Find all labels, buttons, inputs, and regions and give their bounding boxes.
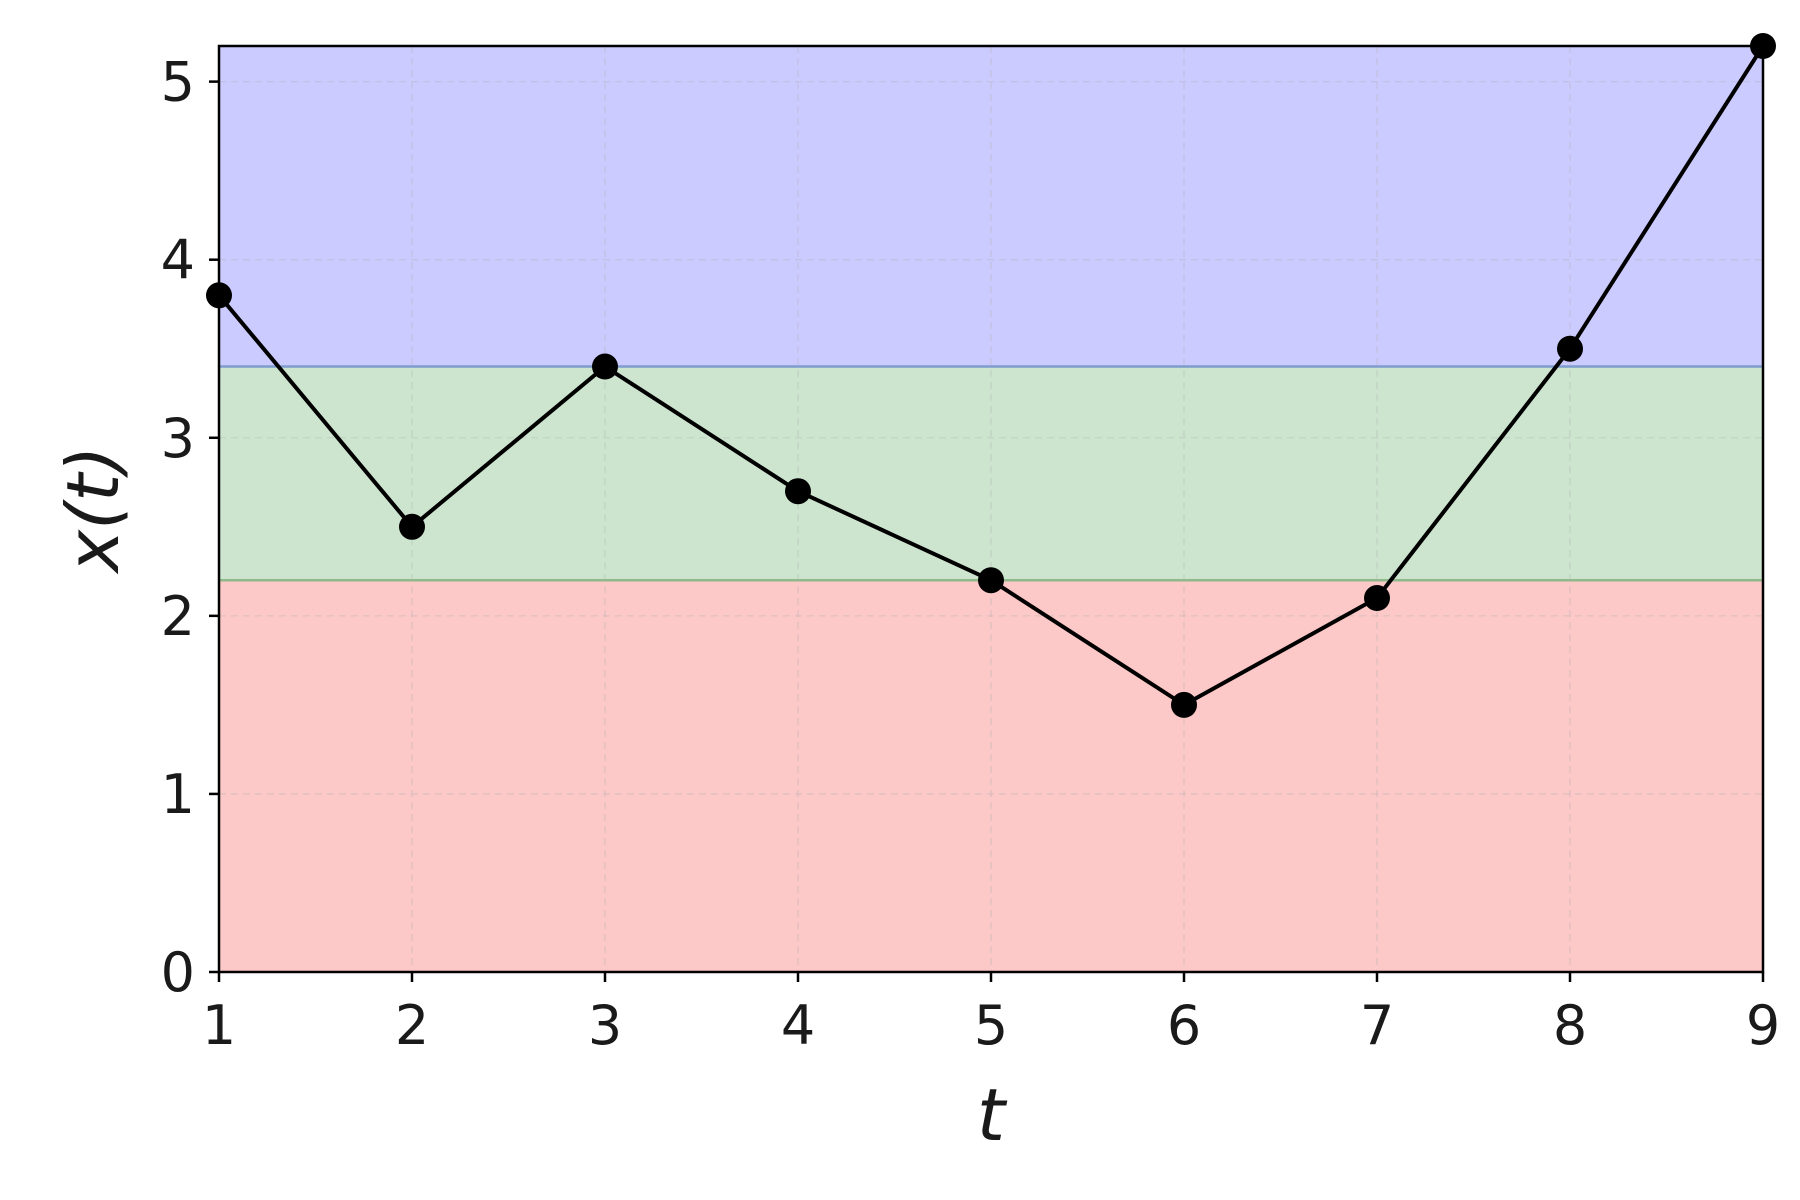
x-tick-label: 7 xyxy=(1360,994,1394,1057)
data-point xyxy=(1557,335,1583,362)
y-tick-label: 0 xyxy=(161,941,195,1004)
x-tick-label: 1 xyxy=(202,994,236,1057)
x-axis-label: t xyxy=(977,1073,1008,1157)
x-tick-label: 8 xyxy=(1553,994,1587,1057)
band-0 xyxy=(219,580,1763,972)
background-bands xyxy=(219,46,1763,972)
band-2 xyxy=(219,46,1763,367)
series-group xyxy=(206,33,1776,718)
y-tick-label: 3 xyxy=(161,407,195,470)
y-axis-label: x(t) xyxy=(51,445,135,574)
y-tick-label: 5 xyxy=(161,51,195,114)
y-tick-label: 4 xyxy=(161,229,195,292)
data-point xyxy=(785,478,811,505)
x-tick-label: 2 xyxy=(395,994,429,1057)
x-tick-label: 4 xyxy=(781,994,815,1057)
x-tick-label: 3 xyxy=(588,994,622,1057)
data-point xyxy=(1171,691,1197,718)
y-tick-label: 1 xyxy=(161,763,195,826)
y-tick-label: 2 xyxy=(161,585,195,648)
data-point xyxy=(399,513,425,540)
x-tick-label: 5 xyxy=(974,994,1008,1057)
x-tick-label: 6 xyxy=(1167,994,1201,1057)
x-tick-label: 9 xyxy=(1746,994,1780,1057)
data-point xyxy=(1364,585,1390,612)
data-point xyxy=(978,567,1004,594)
data-point xyxy=(592,353,618,380)
